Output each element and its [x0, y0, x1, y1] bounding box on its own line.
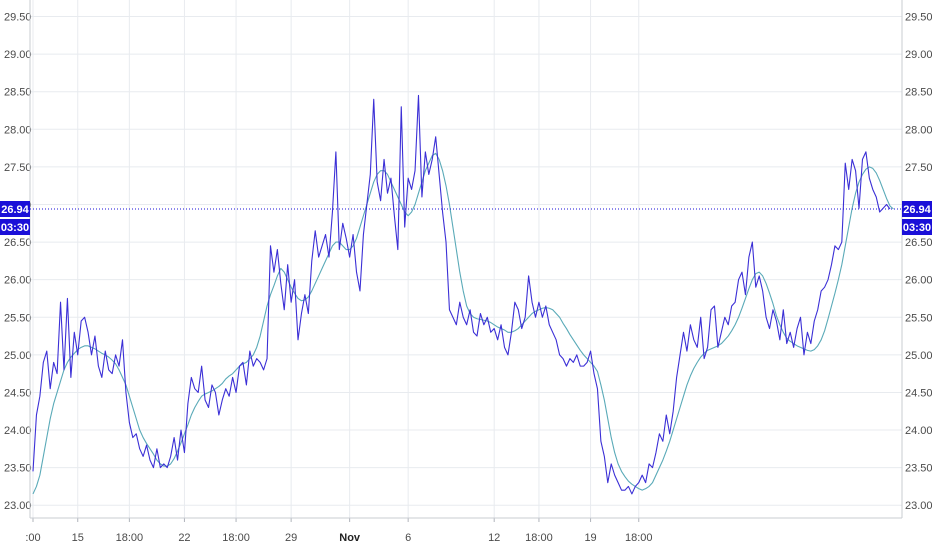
y-tick-label-right: 26.50	[905, 237, 932, 249]
x-tick-label: 18:00	[222, 532, 250, 544]
x-tick-label: 18:00	[525, 532, 553, 544]
x-tick-label: 12	[488, 532, 500, 544]
last-time-value-left: 03:30	[1, 222, 29, 234]
y-tick-label-right: 25.00	[905, 350, 932, 362]
price-overlay: 26.94 03:30 26.94 03:30	[0, 201, 932, 236]
y-tick-label-right: 26.00	[905, 275, 932, 287]
x-tick-label: :00	[25, 532, 40, 544]
y-tick-label-right: 24.50	[905, 387, 932, 399]
last-price-badge-right	[902, 201, 932, 218]
y-tick-label-right: 24.00	[905, 425, 932, 437]
y-tick-label-left: 27.50	[4, 162, 32, 174]
y-tick-label-right: 23.50	[905, 463, 932, 475]
y-tick-label-left: 28.50	[4, 87, 32, 99]
last-time-badge-right	[902, 219, 932, 236]
y-tick-label-left: 24.00	[4, 425, 32, 437]
y-tick-label-left: 23.50	[4, 463, 32, 475]
x-tick-label: Nov	[339, 532, 361, 544]
axes: 23.00 23.00 23.50 23.50 24.00 24.00 24.50 24.50…	[4, 0, 932, 544]
y-tick-label-right: 27.50	[905, 162, 932, 174]
x-tick-label: 22	[178, 532, 190, 544]
y-tick-label-right: 28.50	[905, 87, 932, 99]
last-price-badge-left	[0, 201, 30, 218]
x-tick-label: 29	[285, 532, 297, 544]
y-tick-label-left: 23.00	[4, 500, 32, 512]
y-tick-label-right: 23.00	[905, 500, 932, 512]
x-tick-label: 18:00	[116, 532, 144, 544]
y-tick-label-right: 28.00	[905, 124, 932, 136]
y-tick-label-left: 25.00	[4, 350, 32, 362]
y-tick-label-left: 29.50	[4, 12, 32, 24]
y-tick-label-left: 29.00	[4, 49, 32, 61]
y-tick-label-left: 26.50	[4, 237, 32, 249]
last-time-badge-left	[0, 219, 30, 236]
x-tick-label: 6	[405, 532, 411, 544]
y-tick-label-left: 24.50	[4, 387, 32, 399]
y-tick-label-left: 28.00	[4, 124, 32, 136]
grid	[30, 0, 902, 518]
y-tick-label-right: 25.50	[905, 312, 932, 324]
last-price-value-left: 26.94	[1, 204, 29, 216]
y-tick-label-right: 29.00	[905, 49, 932, 61]
last-price-value-right: 26.94	[903, 204, 931, 216]
series-layer	[32, 94, 894, 495]
y-tick-label-left: 26.00	[4, 275, 32, 287]
x-tick-label: 15	[72, 532, 84, 544]
x-tick-label: 18:00	[625, 532, 653, 544]
price-line	[32, 94, 891, 495]
x-tick-label: 19	[584, 532, 596, 544]
last-time-value-right: 03:30	[903, 222, 931, 234]
y-tick-label-left: 25.50	[4, 312, 32, 324]
y-tick-label-right: 29.50	[905, 12, 932, 24]
